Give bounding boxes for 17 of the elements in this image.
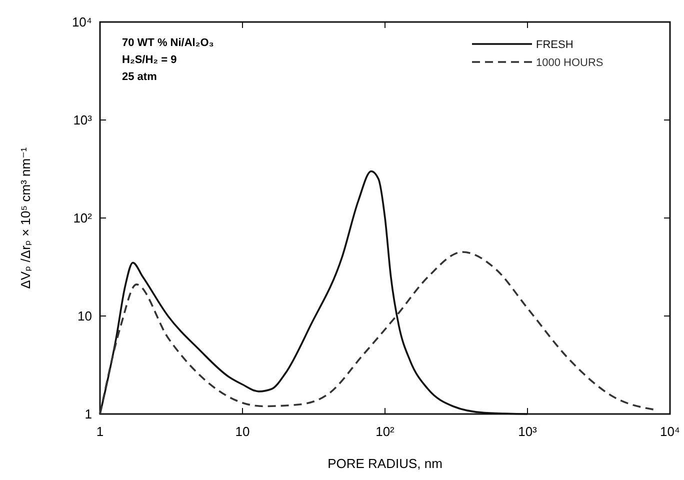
annotation: H₂S/H₂ = 9	[122, 54, 177, 66]
y-tick-label: 10	[78, 308, 92, 324]
x-axis-title: PORE RADIUS, nm	[328, 456, 442, 471]
y-tick-label: 1	[84, 406, 92, 422]
x-tick-label: 10³	[518, 424, 538, 439]
y-tick-label: 10⁴	[72, 14, 92, 30]
annotation: 70 WT % Ni/Al₂O₃	[122, 37, 214, 49]
annotation: 25 atm	[122, 71, 158, 83]
y-tick-label: 10³	[73, 112, 93, 128]
text: 1000 HOURS	[536, 56, 604, 69]
x-tick-label: 10²	[376, 424, 396, 439]
x-tick-label: 10⁴	[660, 424, 680, 439]
x-tick-label: 1	[96, 424, 104, 439]
x-tick-label: 10	[235, 424, 250, 439]
y-axis-title: ΔVₚ /Δrₚ × 10⁵ cm³ nm⁻¹	[18, 146, 33, 289]
y-tick-label: 10²	[73, 210, 93, 226]
legend-label: FRESH	[536, 38, 574, 51]
